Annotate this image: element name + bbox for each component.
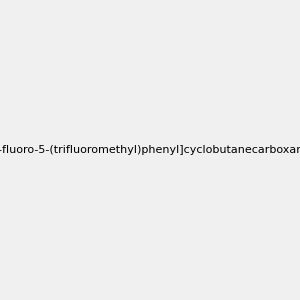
Text: N-[2-fluoro-5-(trifluoromethyl)phenyl]cyclobutanecarboxamide: N-[2-fluoro-5-(trifluoromethyl)phenyl]cy… bbox=[0, 145, 300, 155]
